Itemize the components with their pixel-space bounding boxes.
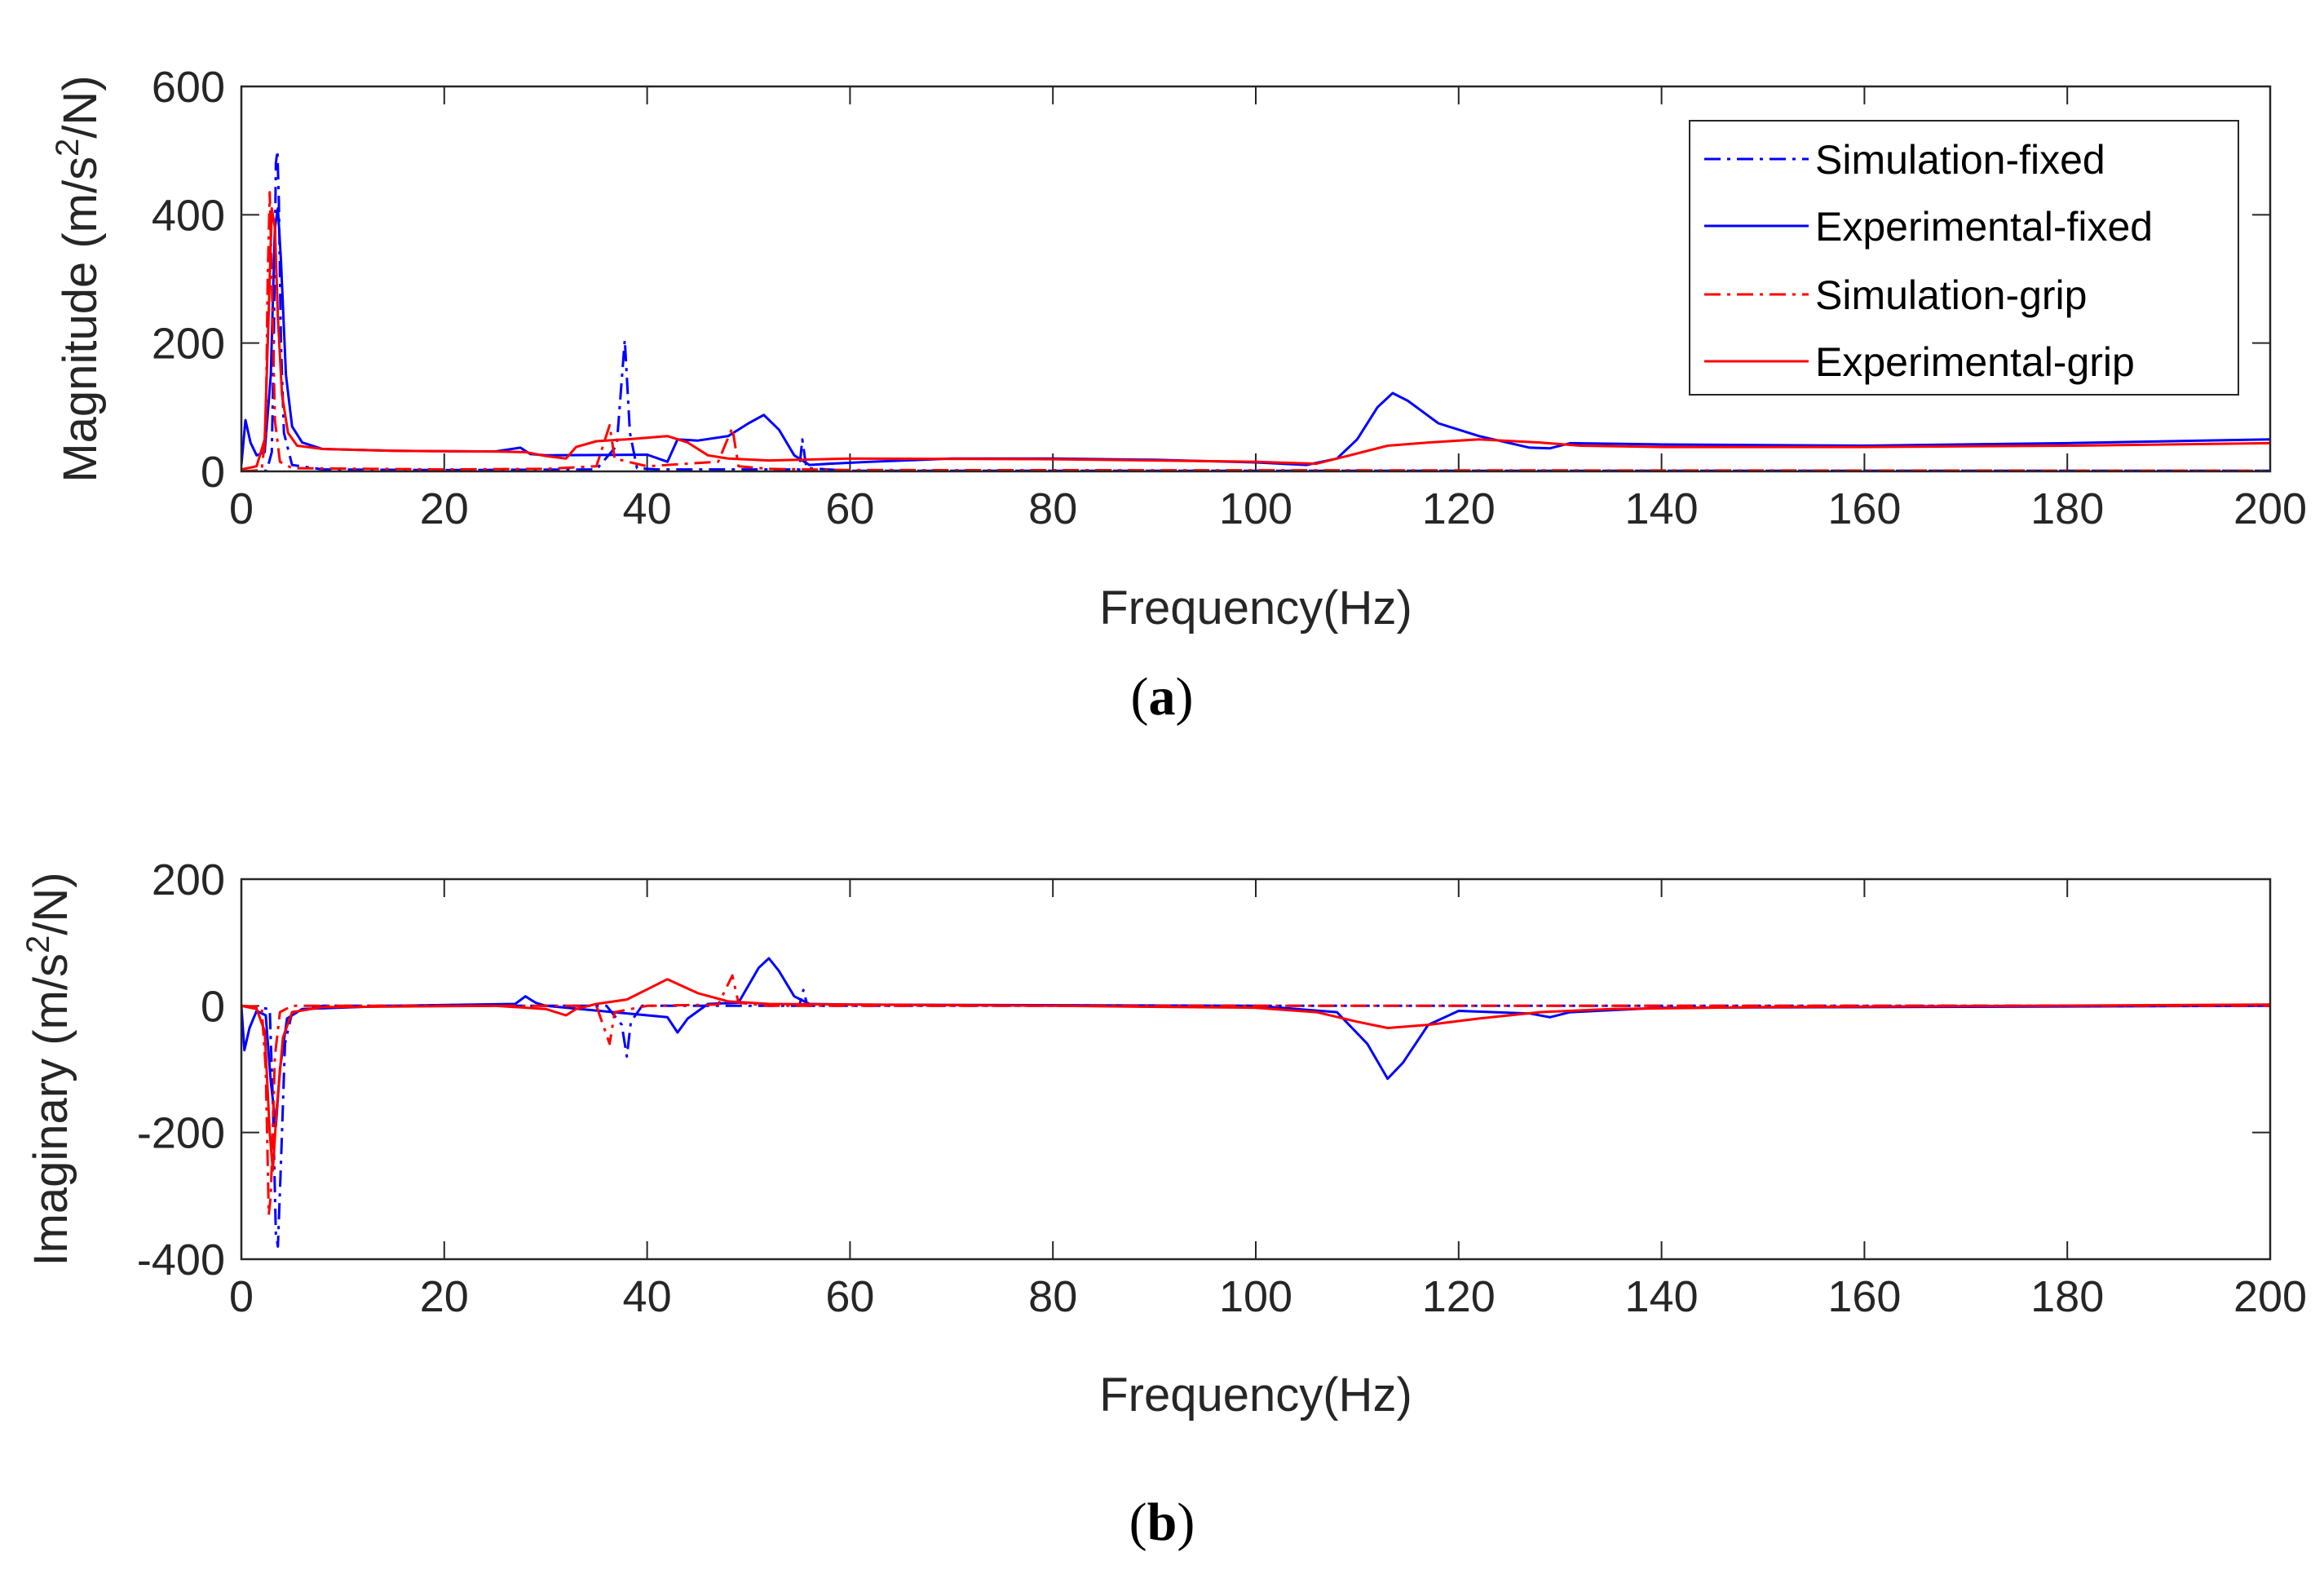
panel-a-y-axis-label: Magnitude (m/s2/N) [50,75,107,482]
panel-a-series-simulation-grip [241,191,2270,471]
panel-a-x-tick-label: 80 [1028,484,1077,533]
legend-label-experimental-grip: Experimental-grip [1815,339,2135,385]
panel-a-y-tick-label: 400 [152,191,225,240]
panel-a-x-tick-label: 100 [1219,484,1292,533]
panel-b-y-tick-label: 200 [152,856,225,904]
panel-b-series-simulation-grip [241,974,2270,1217]
legend-label-simulation-grip: Simulation-grip [1815,272,2087,318]
panel-a-y-tick-label: 0 [201,448,225,497]
panel-b-ticks [241,878,2271,1260]
panel-a-caption: (a) [1131,667,1194,727]
panel-b-y-tick-label: -400 [137,1236,225,1284]
panel-a-y-tick-label: 600 [152,63,225,112]
panel-a-axes-box [240,85,2272,473]
panel-b-x-tick-label: 200 [2233,1272,2307,1321]
panel-b-series-simulation-fixed [241,988,2270,1248]
panel-a-x-tick-label: 40 [623,484,672,533]
panel-b-x-tick-label: 40 [623,1272,672,1321]
legend-box [1689,120,2239,396]
panel-a-series-experimental-fixed [241,207,2270,466]
panel-b-series-experimental-fixed [241,957,2270,1128]
panel-a-x-tick-label: 120 [1422,484,1496,533]
panel-b-x-tick-label: 80 [1028,1272,1077,1321]
legend-item-simulation-fixed: Simulation-fixed [1704,137,2105,183]
panel-a-x-axis-label: Frequency(Hz) [1099,581,1412,634]
panel-b-caption: (b) [1129,1492,1195,1552]
panel-b-y-axis-label: Imaginary (m/s2/N) [20,872,77,1266]
panel-b-series-experimental-grip [241,978,2270,1172]
panel-a-x-tick-label: 180 [2030,484,2104,533]
panel-b-x-tick-label: 20 [420,1272,469,1321]
legend-label-simulation-fixed: Simulation-fixed [1815,137,2105,183]
panel-b-x-tick-label: 180 [2030,1272,2104,1321]
panel-b: 0 20 40 60 80 100 120 140 160 180 200-400-2000200 … [20,856,2307,1552]
panel-a-series [241,149,2270,471]
panel-a-y-tick-label: 200 [152,320,225,369]
legend-label-experimental-fixed: Experimental-fixed [1815,204,2153,250]
panel-b-y-tick-label: -200 [137,1109,225,1158]
panel-a-x-tick-label: 200 [2233,484,2307,533]
panel-b-x-tick-label: 0 [229,1272,254,1321]
panel-a-tick-labels: 0 20 40 60 80 100 120 140 160 180 200 0 200 400 600 [152,63,2307,533]
panel-b-axes-box [240,878,2272,1261]
panel-a: 0 20 40 60 80 100 120 140 160 180 200 0 200 400 600 Fr… [50,63,2307,727]
panel-a-x-tick-label: 60 [825,484,874,533]
panel-b-x-tick-label: 160 [1827,1272,1901,1321]
panel-a-x-tick-label: 20 [420,484,469,533]
legend-item-simulation-grip: Simulation-grip [1704,272,2087,318]
panel-a-series-experimental-grip [241,207,2270,471]
panel-b-x-tick-label: 100 [1219,1272,1292,1321]
panel-b-y-tick-label: 0 [201,982,225,1031]
legend-item-experimental-grip: Experimental-grip [1704,339,2135,385]
panel-a-x-tick-label: 160 [1827,484,1901,533]
panel-b-x-axis-label: Frequency(Hz) [1099,1368,1412,1421]
legend-item-experimental-fixed: Experimental-fixed [1704,204,2153,250]
panel-b-x-tick-label: 140 [1625,1272,1699,1321]
panel-a-x-tick-label: 140 [1625,484,1699,533]
panel-a-x-tick-label: 0 [229,484,254,533]
panel-b-series [241,957,2270,1248]
panel-b-x-tick-label: 60 [825,1272,874,1321]
legend: Simulation-fixed Experimental-fixed Simu… [1689,120,2239,396]
panel-b-tick-labels: 0 20 40 60 80 100 120 140 160 180 200 -400 -200 0 200 [137,856,2307,1321]
panel-b-x-tick-label: 120 [1422,1272,1496,1321]
